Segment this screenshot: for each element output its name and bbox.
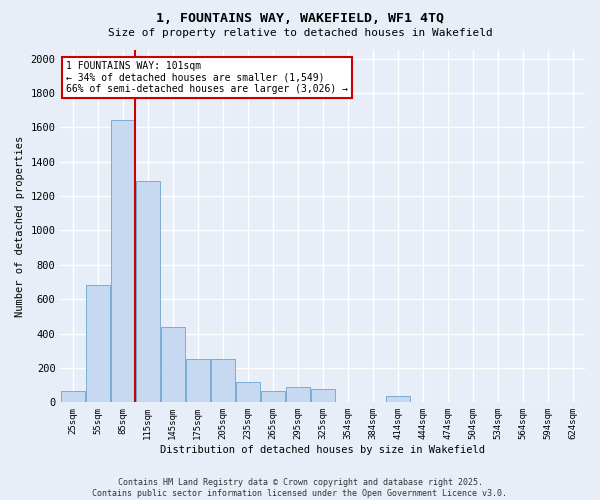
Bar — [261, 391, 284, 402]
Text: 1 FOUNTAINS WAY: 101sqm
← 34% of detached houses are smaller (1,549)
66% of semi: 1 FOUNTAINS WAY: 101sqm ← 34% of detache… — [65, 60, 347, 94]
Text: Contains HM Land Registry data © Crown copyright and database right 2025.
Contai: Contains HM Land Registry data © Crown c… — [92, 478, 508, 498]
Bar — [286, 387, 310, 402]
Bar — [311, 390, 335, 402]
Bar — [136, 180, 160, 402]
Bar — [386, 396, 410, 402]
Bar — [161, 326, 185, 402]
Y-axis label: Number of detached properties: Number of detached properties — [15, 136, 25, 317]
Bar — [211, 360, 235, 403]
Text: Size of property relative to detached houses in Wakefield: Size of property relative to detached ho… — [107, 28, 493, 38]
Bar — [61, 391, 85, 402]
Bar — [186, 360, 209, 403]
Text: 1, FOUNTAINS WAY, WAKEFIELD, WF1 4TQ: 1, FOUNTAINS WAY, WAKEFIELD, WF1 4TQ — [156, 12, 444, 26]
X-axis label: Distribution of detached houses by size in Wakefield: Distribution of detached houses by size … — [160, 445, 485, 455]
Bar — [236, 382, 260, 402]
Bar — [111, 120, 135, 402]
Bar — [86, 286, 110, 403]
